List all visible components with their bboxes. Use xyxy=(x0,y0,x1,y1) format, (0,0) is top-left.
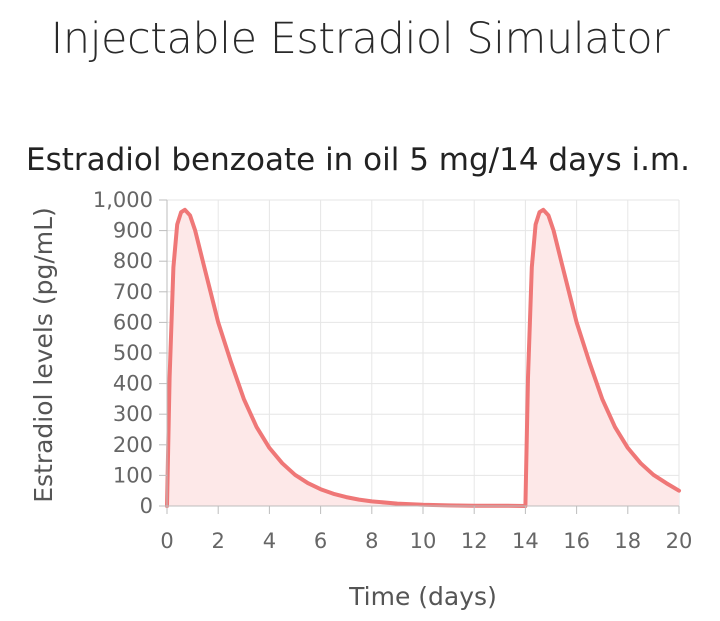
y-tick-label: 0 xyxy=(140,494,153,518)
x-tick-label: 10 xyxy=(410,529,437,553)
plot-area xyxy=(165,207,681,508)
y-tick-label: 700 xyxy=(113,280,153,304)
y-tick-label: 500 xyxy=(113,341,153,365)
x-tick-label: 6 xyxy=(314,529,327,553)
y-tick-label: 300 xyxy=(113,402,153,426)
x-tick-label: 20 xyxy=(666,529,693,553)
x-tick-label: 14 xyxy=(512,529,539,553)
x-axis-label: Time (days) xyxy=(348,582,497,611)
series-line xyxy=(165,207,681,508)
chart-title: Estradiol benzoate in oil 5 mg/14 days i… xyxy=(26,142,690,178)
x-axis-ticks: 0 2 4 6 8 10 12 14 16 18 20 xyxy=(160,506,692,553)
y-tick-label: 400 xyxy=(113,372,153,396)
y-axis-label: Estradiol levels (pg/mL) xyxy=(29,207,58,503)
x-tick-label: 16 xyxy=(563,529,590,553)
y-tick-label: 600 xyxy=(113,310,153,334)
page-title: Injectable Estradiol Simulator xyxy=(50,14,670,64)
series-area-fill xyxy=(167,209,679,507)
x-tick-label: 12 xyxy=(461,529,488,553)
y-tick-label: 900 xyxy=(113,219,153,243)
x-tick-label: 18 xyxy=(614,529,641,553)
x-tick-label: 0 xyxy=(160,529,173,553)
x-tick-label: 2 xyxy=(212,529,225,553)
y-axis-ticks: 0 100 200 300 400 500 600 700 800 900 1,000 xyxy=(93,188,167,518)
y-tick-label: 1,000 xyxy=(93,188,153,212)
y-tick-label: 800 xyxy=(113,249,153,273)
x-tick-label: 4 xyxy=(263,529,276,553)
y-tick-label: 100 xyxy=(113,463,153,487)
x-tick-label: 8 xyxy=(365,529,378,553)
y-tick-label: 200 xyxy=(113,433,153,457)
